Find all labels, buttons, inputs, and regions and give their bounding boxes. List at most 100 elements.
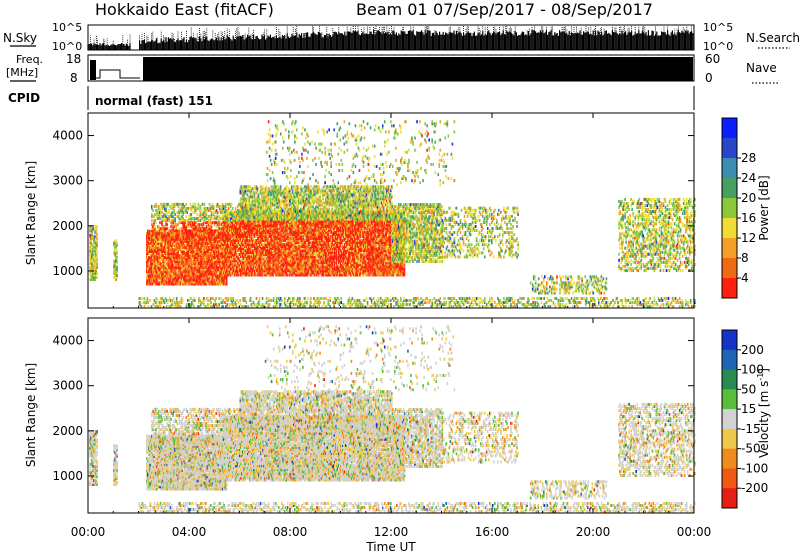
data-cell [96, 237, 98, 240]
data-cell [116, 260, 118, 263]
data-cell [174, 213, 176, 216]
data-cell [201, 209, 203, 212]
data-cell [205, 233, 207, 236]
data-cell [220, 217, 222, 220]
data-cell [155, 221, 157, 224]
data-cell [154, 225, 156, 228]
date-range: 07/Sep/2017 - 08/Sep/2017 [433, 0, 653, 19]
data-cell [156, 209, 158, 212]
nsearch-label: N.Search [746, 31, 800, 45]
data-cell [192, 217, 194, 220]
freq-unit: [MHz] [6, 66, 38, 79]
data-cell [213, 205, 215, 208]
data-cell [194, 217, 196, 220]
data-cell [116, 266, 118, 269]
data-cell [173, 209, 175, 212]
data-cell [96, 258, 98, 261]
data-cell [232, 207, 234, 210]
data-cell [151, 213, 153, 216]
data-cell [216, 231, 218, 234]
station-title: Hokkaido East (fitACF) [95, 0, 274, 19]
data-cell [116, 256, 118, 259]
data-cell [152, 209, 154, 212]
nave-tick-bottom: 0 [705, 71, 713, 85]
data-cell [171, 211, 173, 214]
data-cell [185, 203, 187, 206]
cpid-value: normal (fast) 151 [95, 94, 213, 108]
data-cell [206, 225, 208, 228]
data-cell [228, 207, 230, 210]
data-cell [186, 211, 188, 214]
cpid-row: CPID normal (fast) 151 [8, 86, 694, 110]
nave-tick-top: 60 [705, 52, 720, 66]
data-cell [199, 223, 201, 226]
data-cell [235, 207, 237, 210]
data-cell [206, 237, 208, 240]
data-cell [185, 223, 187, 226]
data-cell [200, 205, 202, 208]
data-cell [187, 207, 189, 210]
data-cell [179, 203, 181, 206]
data-cell [154, 213, 156, 216]
data-cell [238, 274, 240, 277]
data-cell [202, 203, 204, 206]
data-cell [151, 219, 153, 222]
nsky-bars [88, 26, 693, 50]
data-cell [212, 217, 214, 220]
data-cell [188, 237, 190, 240]
data-cell [264, 274, 266, 277]
data-cell [161, 211, 163, 214]
data-cell [96, 250, 98, 253]
data-cell [217, 211, 219, 214]
data-cell [180, 227, 182, 230]
data-cell [176, 229, 178, 232]
data-cell [210, 237, 212, 240]
data-cell [191, 213, 193, 216]
data-cell [185, 215, 187, 218]
data-cell [255, 274, 257, 277]
cpid-label: CPID [8, 91, 40, 105]
data-cell [152, 205, 154, 208]
data-cell [96, 276, 98, 279]
data-cell [167, 203, 169, 206]
data-cell [96, 241, 98, 244]
data-cell [96, 225, 98, 228]
nsearch-tick-top: 10^5 [703, 21, 733, 34]
beam-title: Beam 01 [356, 0, 428, 19]
freq-label: Freq. [16, 53, 43, 66]
data-cell [211, 211, 213, 214]
data-cell [116, 274, 118, 277]
data-cell [209, 203, 211, 206]
data-cell [159, 221, 161, 224]
data-cell [172, 215, 174, 218]
data-cell [96, 272, 98, 275]
data-cell [212, 221, 214, 224]
data-cell [116, 250, 118, 253]
freq-bars [90, 57, 693, 81]
data-cell [174, 217, 176, 220]
nave-label: Nave [746, 61, 777, 75]
data-cell [195, 203, 197, 206]
data-cell [286, 274, 288, 277]
nsky-panel: N.Sky 10^5 10^0 10^5 10^0 N.Search [3, 21, 800, 53]
freq-tick-bottom: 8 [70, 71, 78, 85]
data-cell [214, 237, 216, 240]
nsky-tick-top: 10^5 [52, 21, 82, 34]
data-cell [166, 223, 168, 226]
data-cell [165, 235, 167, 238]
data-cell [168, 209, 170, 212]
freq-tick-top: 18 [66, 52, 81, 66]
data-cell [166, 227, 168, 230]
data-cell [92, 227, 94, 230]
nsky-label: N.Sky [3, 31, 37, 45]
data-cell [231, 203, 233, 206]
data-cell [197, 213, 199, 216]
freq-panel: Freq. [MHz] 18 8 60 0 Nave [6, 52, 780, 85]
data-cell [219, 221, 221, 224]
data-cell [227, 235, 229, 238]
data-cell [96, 233, 98, 236]
data-cell [184, 233, 186, 236]
data-cell [190, 229, 192, 232]
